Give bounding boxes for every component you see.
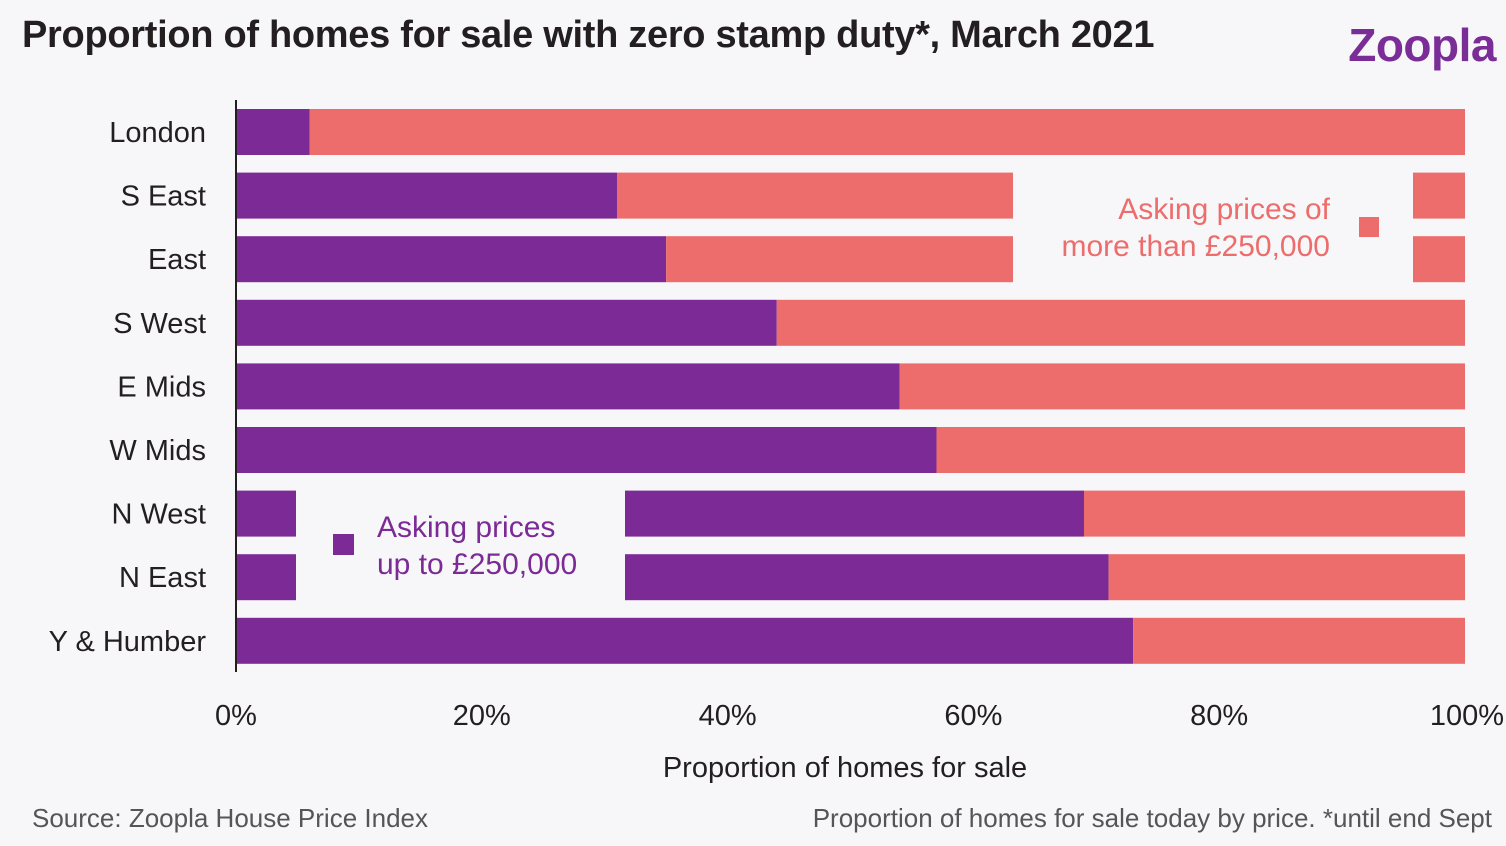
bar-under-250k: [236, 299, 777, 346]
category-label: East: [148, 244, 206, 276]
x-tick-label: 60%: [944, 700, 1002, 732]
x-tick-label: 40%: [699, 700, 757, 732]
category-label: E Mids: [117, 371, 206, 403]
bar-over-250k: [309, 109, 1465, 155]
x-tick-label: 20%: [453, 700, 511, 732]
stacked-bar-chart: London S East East S West E Mids W Mids N West…: [49, 100, 1504, 784]
category-labels: London S East East S West E Mids W Mids N West…: [49, 117, 207, 658]
legend-swatch-over: [1359, 217, 1379, 237]
category-label: Y & Humber: [49, 626, 207, 658]
legend-label-over: Asking prices of: [1118, 193, 1330, 226]
footnote: Proportion of homes for sale today by pr…: [812, 803, 1492, 833]
category-label: N East: [119, 562, 206, 594]
bar-over-250k: [1133, 617, 1465, 664]
bar-over-250k: [776, 299, 1465, 346]
bar-under-250k: [236, 109, 310, 155]
legend-label-under: Asking prices: [377, 511, 555, 544]
category-label: London: [109, 117, 206, 149]
chart-title: Proportion of homes for sale with zero s…: [22, 14, 1155, 56]
category-label: S West: [113, 308, 206, 340]
bar-over-250k: [899, 363, 1465, 410]
bar-over-250k: [936, 427, 1465, 473]
source-note: Source: Zoopla House Price Index: [32, 803, 428, 833]
legend-background-over: [1013, 165, 1413, 290]
x-tick-label: 80%: [1190, 700, 1248, 732]
bar-over-250k: [1084, 490, 1465, 537]
legend-swatch-under: [333, 534, 354, 555]
bar-under-250k: [236, 236, 667, 283]
bar-under-250k: [236, 363, 900, 410]
bar-under-250k: [236, 427, 937, 473]
x-tick-label: 100%: [1430, 700, 1504, 732]
legend-cutouts: [296, 165, 1413, 609]
bar-under-250k: [236, 172, 617, 219]
zoopla-logo: Zoopla: [1348, 19, 1496, 71]
legend-label-under: up to £250,000: [377, 548, 577, 581]
x-axis-title: Proportion of homes for sale: [663, 752, 1027, 784]
legend-label-over: more than £250,000: [1061, 230, 1330, 263]
category-label: N West: [111, 499, 206, 531]
x-tick-labels: 0% 20% 40% 60% 80% 100%: [215, 700, 1504, 732]
x-tick-label: 0%: [215, 700, 257, 732]
bar-over-250k: [1108, 554, 1465, 601]
category-label: W Mids: [109, 435, 206, 467]
category-label: S East: [121, 181, 206, 213]
legend: Asking prices of more than £250,000 Asking…: [333, 193, 1379, 581]
bar-under-250k: [236, 617, 1134, 664]
